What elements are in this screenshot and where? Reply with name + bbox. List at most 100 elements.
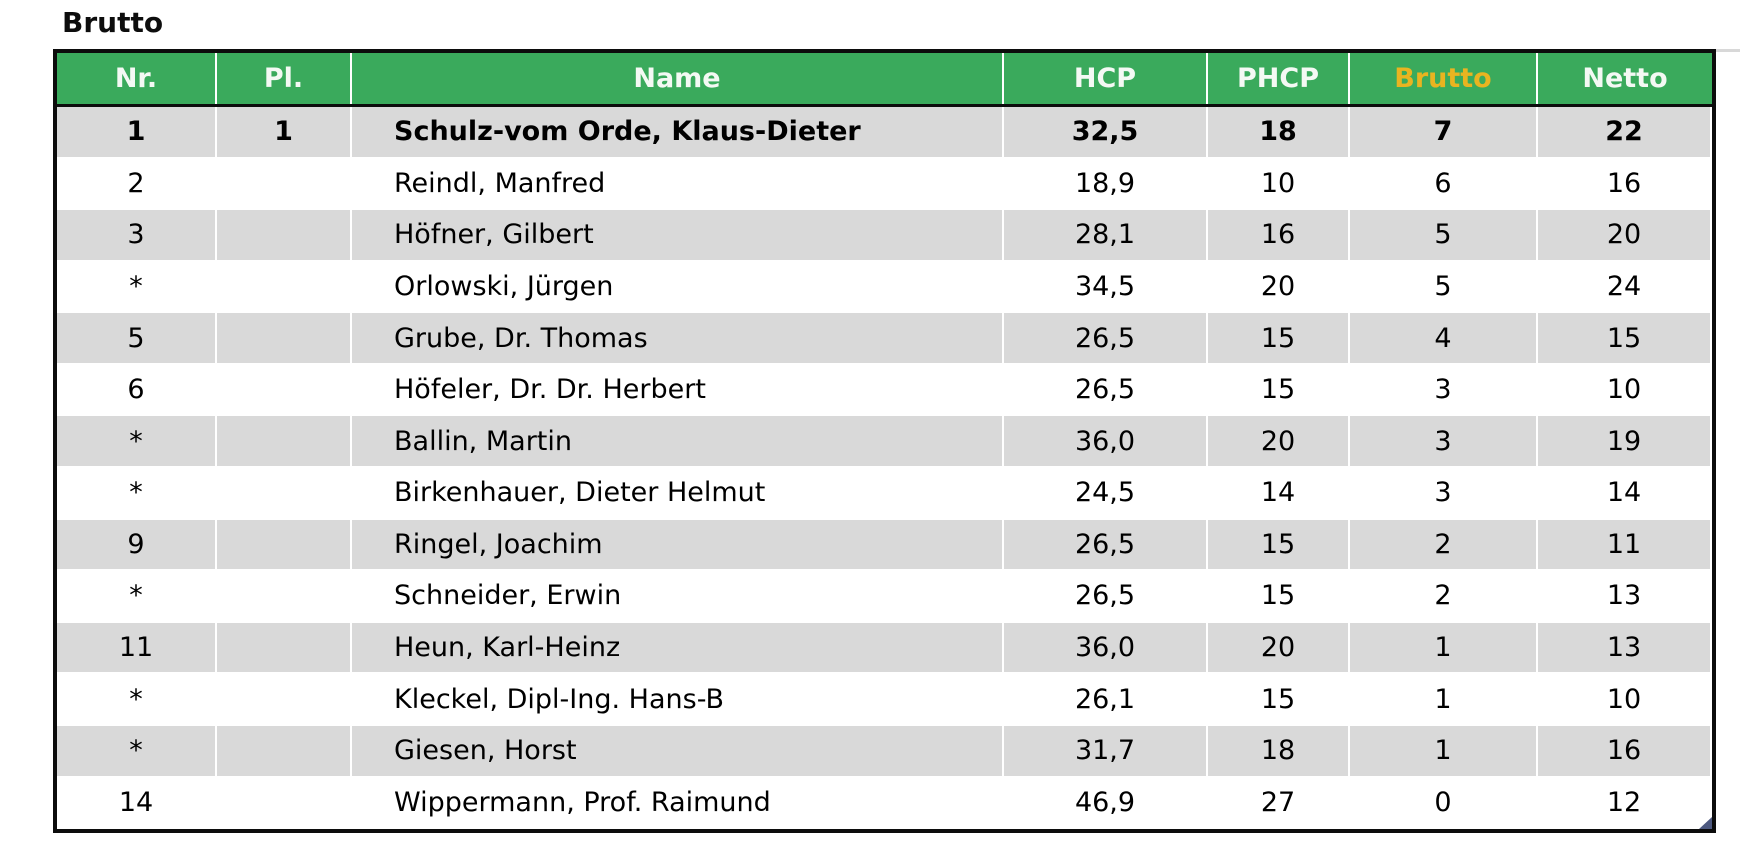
cell-pl [217, 674, 352, 726]
cell-hcp: 28,1 [1004, 210, 1208, 262]
column-header-pl: Pl. [217, 53, 352, 104]
table-row: * Giesen, Horst 31,7 18 1 16 [57, 725, 1712, 778]
cell-phcp: 15 [1208, 519, 1350, 572]
cell-nr: 2 [57, 158, 217, 211]
cell-pl [217, 158, 352, 211]
results-table: Nr. Pl. Name HCP PHCP Brutto Netto 1 1 S… [53, 49, 1716, 833]
table-row: * Ballin, Martin 36,0 20 3 19 [57, 416, 1712, 469]
column-header-phcp: PHCP [1208, 53, 1350, 104]
cell-hcp: 36,0 [1004, 622, 1208, 675]
cell-brutto: 4 [1350, 313, 1538, 365]
cell-phcp: 20 [1208, 261, 1350, 314]
cell-nr: * [57, 725, 217, 778]
cell-phcp: 15 [1208, 674, 1350, 726]
cell-hcp: 26,5 [1004, 519, 1208, 572]
cell-hcp: 46,9 [1004, 777, 1208, 830]
cell-phcp: 15 [1208, 364, 1350, 417]
cell-name: Birkenhauer, Dieter Helmut [352, 468, 1004, 520]
page-edge-line [1716, 49, 1740, 52]
table-row: 1 1 Schulz-vom Orde, Klaus-Dieter 32,5 1… [57, 107, 1712, 159]
cell-nr: 14 [57, 777, 217, 830]
cell-netto: 14 [1538, 468, 1712, 520]
cell-phcp: 27 [1208, 777, 1350, 830]
cell-netto: 19 [1538, 416, 1712, 469]
cell-name: Ballin, Martin [352, 416, 1004, 469]
cell-brutto: 7 [1350, 107, 1538, 159]
cell-phcp: 20 [1208, 416, 1350, 469]
cell-pl [217, 519, 352, 572]
cell-nr: * [57, 416, 217, 469]
cell-name: Höfeler, Dr. Dr. Herbert [352, 364, 1004, 417]
cell-hcp: 24,5 [1004, 468, 1208, 520]
table-body: 1 1 Schulz-vom Orde, Klaus-Dieter 32,5 1… [57, 107, 1712, 830]
table-row: 11 Heun, Karl-Heinz 36,0 20 1 13 [57, 622, 1712, 675]
cell-pl [217, 210, 352, 262]
cell-name: Orlowski, Jürgen [352, 261, 1004, 314]
cell-hcp: 26,5 [1004, 571, 1208, 623]
page-title: Brutto [62, 6, 164, 39]
cell-pl [217, 468, 352, 520]
cell-phcp: 18 [1208, 107, 1350, 159]
cell-hcp: 26,1 [1004, 674, 1208, 726]
cell-name: Grube, Dr. Thomas [352, 313, 1004, 365]
cell-pl [217, 416, 352, 469]
cell-phcp: 10 [1208, 158, 1350, 211]
table-row: 14 Wippermann, Prof. Raimund 46,9 27 0 1… [57, 777, 1712, 830]
cell-name: Wippermann, Prof. Raimund [352, 777, 1004, 830]
cell-nr: * [57, 674, 217, 726]
resize-grip-icon[interactable] [1699, 817, 1712, 829]
cell-brutto: 6 [1350, 158, 1538, 211]
cell-pl: 1 [217, 107, 352, 159]
cell-name: Giesen, Horst [352, 725, 1004, 778]
cell-nr: 1 [57, 107, 217, 159]
cell-name: Kleckel, Dipl-Ing. Hans-B [352, 674, 1004, 726]
cell-brutto: 1 [1350, 725, 1538, 778]
cell-brutto: 5 [1350, 261, 1538, 314]
cell-pl [217, 622, 352, 675]
column-header-netto: Netto [1582, 63, 1668, 94]
cell-phcp: 20 [1208, 622, 1350, 675]
table-row: * Birkenhauer, Dieter Helmut 24,5 14 3 1… [57, 468, 1712, 520]
cell-phcp: 18 [1208, 725, 1350, 778]
cell-pl [217, 261, 352, 314]
column-header-nr: Nr. [57, 53, 217, 104]
cell-nr: * [57, 261, 217, 314]
cell-name: Heun, Karl-Heinz [352, 622, 1004, 675]
table-row: 6 Höfeler, Dr. Dr. Herbert 26,5 15 3 10 [57, 364, 1712, 417]
cell-netto: 13 [1538, 622, 1712, 675]
table-header-row: Nr. Pl. Name HCP PHCP Brutto Netto [57, 53, 1712, 107]
cell-brutto: 1 [1350, 622, 1538, 675]
cell-netto: 10 [1538, 674, 1712, 726]
cell-nr: 11 [57, 622, 217, 675]
table-row: * Kleckel, Dipl-Ing. Hans-B 26,1 15 1 10 [57, 674, 1712, 726]
cell-brutto: 3 [1350, 416, 1538, 469]
cell-netto: 22 [1538, 107, 1712, 159]
column-header-name: Name [352, 53, 1004, 104]
cell-brutto: 2 [1350, 571, 1538, 623]
cell-phcp: 16 [1208, 210, 1350, 262]
table-row: * Schneider, Erwin 26,5 15 2 13 [57, 571, 1712, 623]
cell-name: Höfner, Gilbert [352, 210, 1004, 262]
cell-hcp: 32,5 [1004, 107, 1208, 159]
cell-nr: * [57, 571, 217, 623]
cell-nr: * [57, 468, 217, 520]
cell-brutto: 0 [1350, 777, 1538, 830]
cell-phcp: 15 [1208, 571, 1350, 623]
cell-netto: 15 [1538, 313, 1712, 365]
cell-hcp: 36,0 [1004, 416, 1208, 469]
cell-brutto: 3 [1350, 364, 1538, 417]
cell-brutto: 1 [1350, 674, 1538, 726]
cell-pl [217, 313, 352, 365]
cell-nr: 6 [57, 364, 217, 417]
table-row: 5 Grube, Dr. Thomas 26,5 15 4 15 [57, 313, 1712, 365]
cell-netto: 12 [1538, 777, 1712, 830]
cell-name: Schulz-vom Orde, Klaus-Dieter [352, 107, 1004, 159]
cell-hcp: 26,5 [1004, 313, 1208, 365]
cell-brutto: 3 [1350, 468, 1538, 520]
cell-netto: 11 [1538, 519, 1712, 572]
column-header-hcp: HCP [1004, 53, 1208, 104]
cell-netto: 24 [1538, 261, 1712, 314]
cell-hcp: 31,7 [1004, 725, 1208, 778]
cell-nr: 9 [57, 519, 217, 572]
cell-hcp: 26,5 [1004, 364, 1208, 417]
